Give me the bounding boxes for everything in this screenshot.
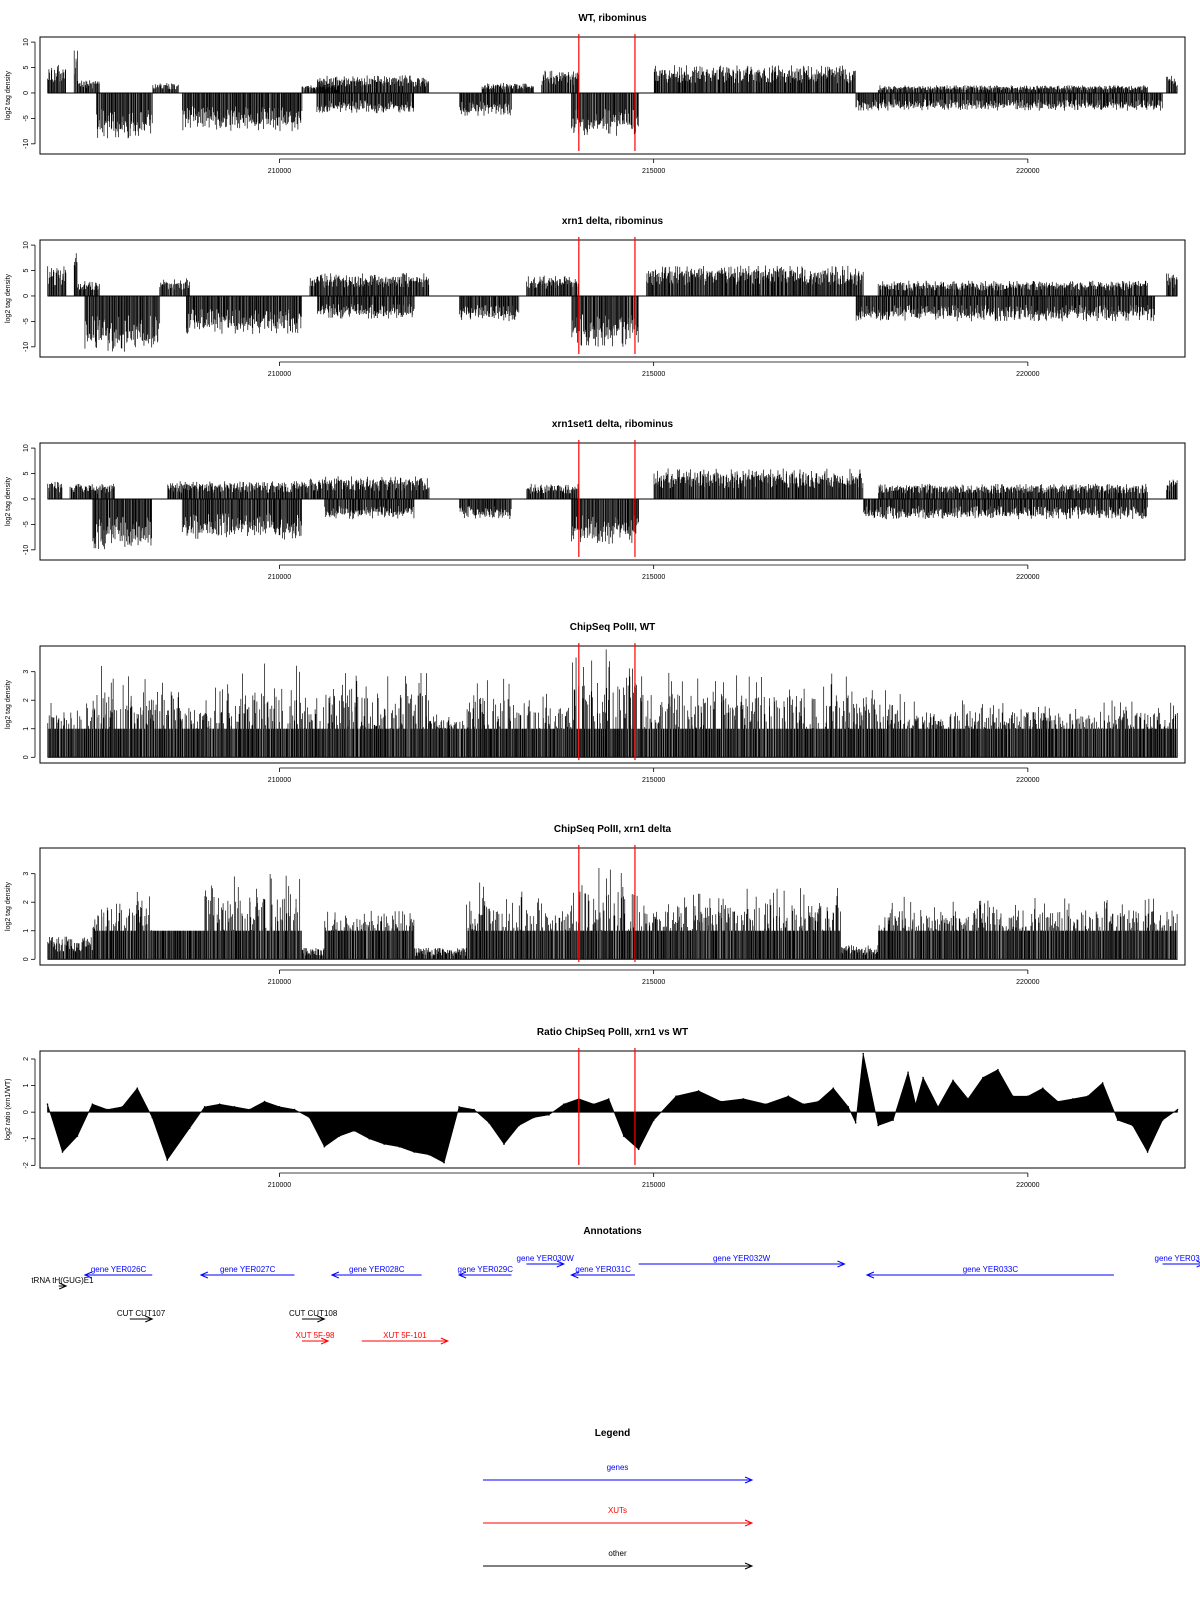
chart-title: xrn1set1 delta, ribominus [552,419,674,430]
y-tick-label: 5 [23,65,30,69]
y-tick-label: 0 [23,91,30,95]
density-segment [47,64,66,93]
density-segment [47,481,63,499]
density-segment [73,50,78,93]
y-tick-label: 0 [23,294,30,298]
y-tick-label: 5 [23,268,30,272]
density-segment [855,295,1155,322]
x-tick-label: 220000 [1016,371,1039,378]
density-segment [571,295,639,347]
x-tick-label: 215000 [642,371,665,378]
density-segment [1166,75,1178,93]
chart-panel-2: xrn1 delta, ribominus -10 -5 0 5 10 log2 tag d… [5,216,1186,378]
series-marks [47,253,1178,352]
density-segment [77,281,100,296]
density-segment [182,92,303,132]
x-tick-label: 210000 [268,371,291,378]
density-segment [69,483,115,499]
y-tick-label: 10 [23,38,30,46]
x-tick-label: 210000 [268,574,291,581]
plot-frame [39,442,1186,561]
y-tick-label: -5 [23,115,30,121]
density-segment [92,498,152,550]
density-segment [526,275,579,296]
y-tick-label: 10 [23,241,30,249]
density-segment [84,295,161,352]
y-tick-label: 5 [23,471,30,475]
chart-title: xrn1 delta, ribominus [562,216,664,227]
y-tick-label: -10 [23,139,30,149]
chart-panel-3: xrn1set1 delta, ribominus -10 -5 0 5 10 log2 t… [5,419,1186,581]
y-tick-label: -10 [23,342,30,352]
density-segment [855,92,1163,111]
x-tick-label: 210000 [268,168,291,175]
y-tick-label: 10 [23,444,30,452]
y-axis-label: log2 tag density [5,476,12,526]
plot-frame [39,36,1186,155]
density-segment [1165,273,1178,296]
density-segment [317,75,429,93]
density-segment [877,280,1148,296]
density-segment [541,70,579,93]
x-tick-label: 215000 [642,168,665,175]
series-marks [47,468,1178,550]
density-segment [316,92,414,114]
density-segment [152,83,179,93]
density-segment [73,253,78,296]
x-tick-label: 220000 [1016,168,1039,175]
density-segment [47,266,67,296]
series-marks [47,50,1178,139]
density-segment [653,65,856,93]
density-segment [181,498,302,540]
density-segment [77,80,100,93]
density-segment [96,92,153,139]
density-segment [481,82,534,93]
y-tick-label: -5 [23,318,30,324]
x-tick-label: 215000 [642,574,665,581]
density-segment [571,92,639,136]
density-segment [159,278,190,296]
density-segment [646,265,864,296]
density-segment [459,295,520,322]
chart-panel-1: WT, ribominus -10 -5 0 5 10 log2 tag density 21… [5,13,1186,175]
y-axis-label: log2 tag density [5,70,12,120]
y-tick-label: -10 [23,545,30,555]
y-axis-label: log2 tag density [5,273,12,323]
y-tick-label: 0 [23,497,30,501]
density-segment [317,295,415,319]
chart-title: WT, ribominus [578,13,647,24]
y-tick-label: -5 [23,521,30,527]
density-segment [167,481,310,499]
density-segment [877,85,1148,93]
density-segment [309,273,430,296]
x-tick-label: 220000 [1016,574,1039,581]
density-segment [459,92,512,116]
density-segment [186,295,302,334]
plot-frame [39,239,1186,358]
